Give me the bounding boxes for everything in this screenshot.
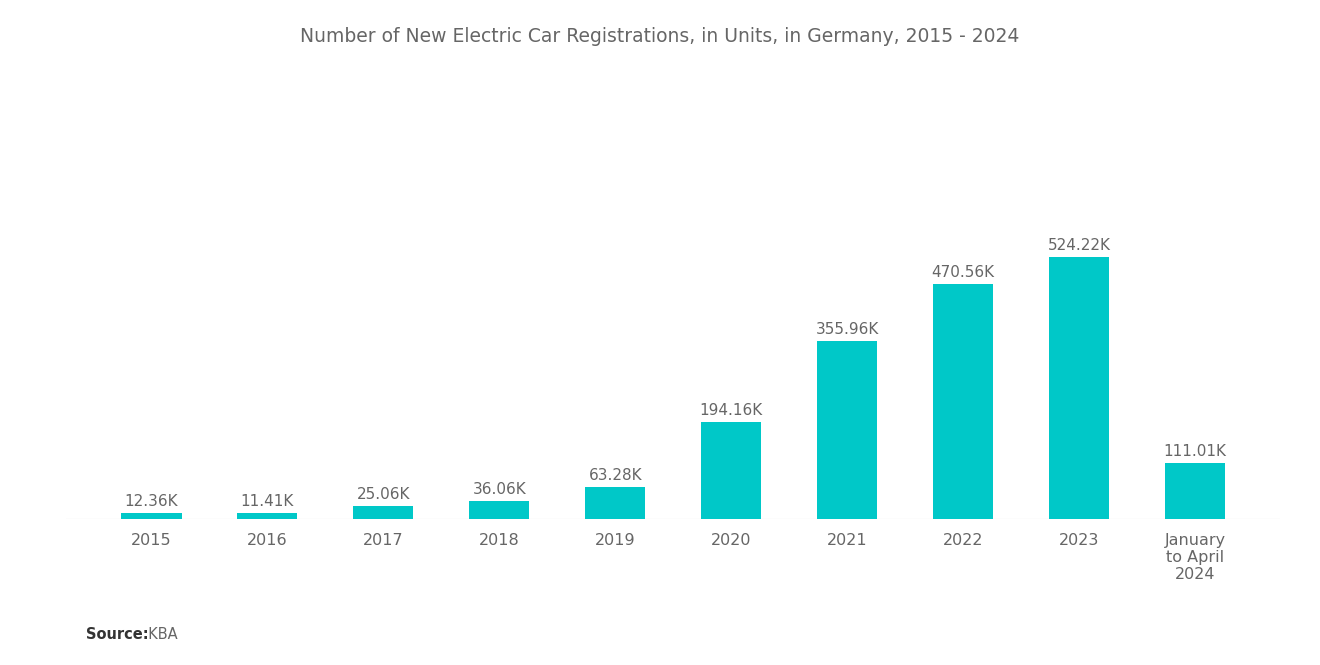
- Text: Number of New Electric Car Registrations, in Units, in Germany, 2015 - 2024: Number of New Electric Car Registrations…: [301, 27, 1019, 46]
- Text: 470.56K: 470.56K: [932, 265, 995, 280]
- Text: Source:: Source:: [86, 626, 148, 642]
- Text: 11.41K: 11.41K: [240, 494, 294, 509]
- Text: 25.06K: 25.06K: [356, 487, 411, 502]
- Bar: [121, 513, 182, 519]
- Bar: [701, 422, 762, 519]
- Text: 111.01K: 111.01K: [1163, 444, 1226, 460]
- Text: 194.16K: 194.16K: [700, 403, 763, 418]
- Text: 524.22K: 524.22K: [1048, 238, 1110, 253]
- Text: 36.06K: 36.06K: [473, 481, 527, 497]
- Bar: [817, 341, 878, 519]
- Bar: [1049, 257, 1109, 519]
- Text: KBA: KBA: [139, 626, 177, 642]
- Bar: [469, 501, 529, 519]
- Bar: [933, 284, 993, 519]
- Bar: [1164, 464, 1225, 519]
- Bar: [354, 506, 413, 519]
- Bar: [238, 513, 297, 519]
- Text: 355.96K: 355.96K: [816, 322, 879, 337]
- Bar: [585, 487, 645, 519]
- Text: 12.36K: 12.36K: [124, 493, 178, 509]
- Text: 63.28K: 63.28K: [589, 468, 642, 483]
